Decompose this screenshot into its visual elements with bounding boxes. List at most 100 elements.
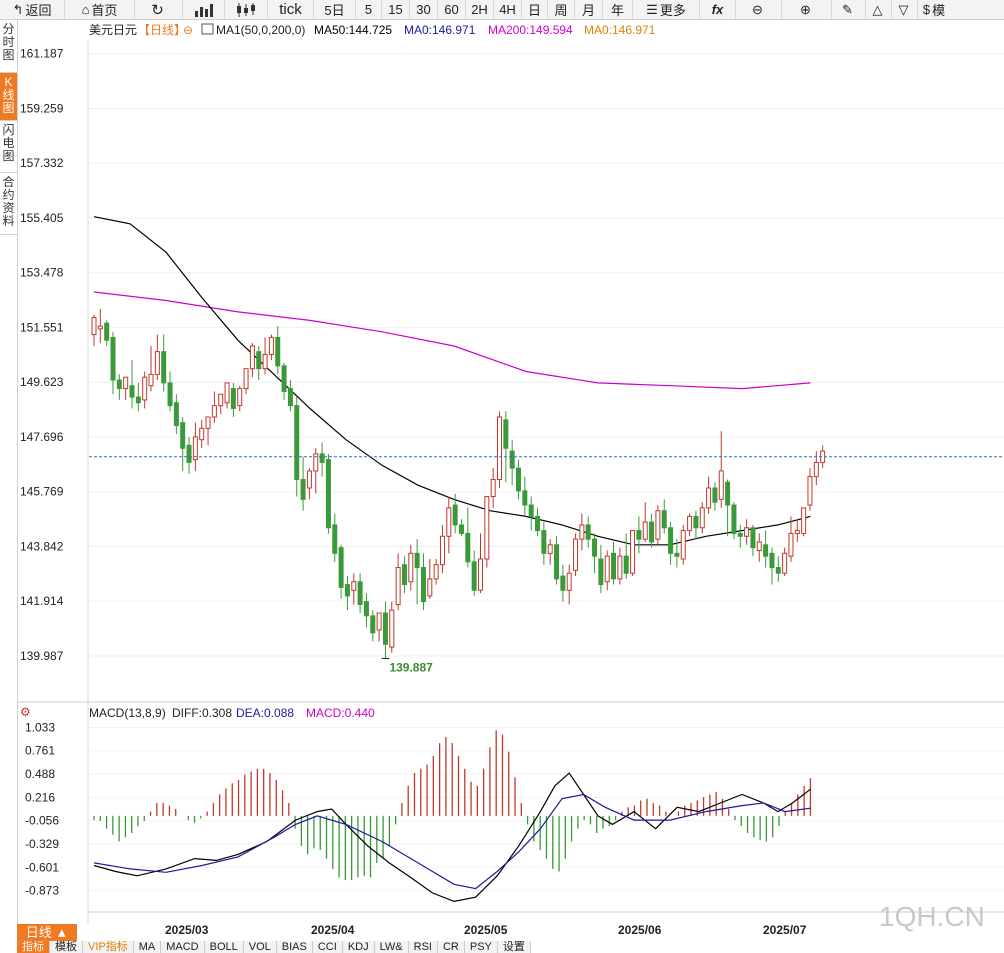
refresh-button[interactable]: ↻ — [135, 0, 183, 19]
tab-indicators[interactable]: 指标 — [17, 941, 50, 953]
period-4h[interactable]: 4H — [494, 0, 522, 19]
y-tick-label: 161.187 — [20, 47, 64, 61]
candle — [547, 539, 553, 565]
tab-boll[interactable]: BOLL — [204, 941, 244, 953]
sidebar-item-timeshare[interactable]: 分时图 — [0, 20, 17, 73]
tab-bias[interactable]: BIAS — [276, 941, 313, 953]
tick-button[interactable]: tick — [268, 0, 314, 19]
candle — [756, 533, 762, 562]
period-dropdown[interactable]: 日线 ▲ — [17, 924, 77, 941]
sidebar-item-flash[interactable]: 闪电图 — [0, 121, 17, 173]
candle — [205, 416, 211, 446]
sidebar-item-kline[interactable]: K线图 — [0, 73, 17, 121]
tab-template[interactable]: 模板 — [50, 941, 83, 953]
macd-histogram — [93, 730, 812, 881]
macd-tick-label: -0.329 — [25, 837, 59, 851]
period-60[interactable]: 60 — [438, 0, 466, 19]
series-path — [93, 793, 811, 890]
period-year[interactable]: 年 — [603, 0, 633, 19]
collapse-down-button[interactable]: ▽ — [892, 0, 918, 19]
period-5[interactable]: 5 — [356, 0, 382, 19]
back-arrow-icon: ↰ — [12, 1, 24, 17]
tab-macd[interactable]: MACD — [161, 941, 205, 953]
candle — [668, 522, 674, 565]
candle — [516, 459, 522, 500]
candle — [446, 496, 452, 554]
price-axis: 161.187 159.259 157.332 155.405 153.478 151.5… — [20, 47, 64, 663]
y-tick-label: 145.769 — [20, 485, 64, 499]
draw-button[interactable]: ✎ — [832, 0, 866, 19]
candle — [91, 314, 97, 346]
indicator-tabs: 指标 模板 VIP指标 MA MACD BOLL VOL BIAS CCI KD… — [17, 941, 1004, 953]
period-month[interactable]: 月 — [575, 0, 603, 19]
candle — [116, 374, 122, 400]
candle — [604, 550, 610, 591]
sidebar: 分时图 K线图 闪电图 合约资料 — [0, 20, 18, 953]
period-week[interactable]: 周 — [548, 0, 575, 19]
candle — [465, 507, 471, 568]
dollar-icon: $ — [922, 2, 931, 17]
macd-diff: DIFF:0.308 — [172, 706, 232, 720]
settings-icon[interactable]: ⊖ — [183, 23, 193, 37]
candle — [471, 550, 477, 596]
macd-tick-label: -0.056 — [25, 814, 59, 828]
ma200-value: MA200:149.594 — [488, 23, 573, 37]
candle — [357, 573, 363, 613]
indicator-icon[interactable] — [201, 23, 214, 35]
triangle-up-icon: △ — [872, 1, 883, 17]
candle — [782, 547, 788, 577]
candlestick-button[interactable] — [225, 0, 268, 19]
candle — [718, 431, 724, 508]
candle — [313, 448, 319, 494]
candle — [211, 391, 217, 423]
tab-lwr[interactable]: LW& — [374, 941, 409, 953]
candle — [275, 326, 281, 375]
collapse-up-button[interactable]: △ — [866, 0, 892, 19]
tab-cci[interactable]: CCI — [312, 941, 343, 953]
candle — [433, 559, 439, 585]
candle — [243, 368, 249, 395]
candle — [249, 343, 255, 378]
back-button[interactable]: ↰ 返回 — [0, 0, 65, 19]
candle — [699, 502, 705, 534]
tab-ma[interactable]: MA — [133, 941, 162, 953]
macd-settings-icon[interactable]: ⚙ — [20, 705, 31, 719]
more-button[interactable]: ☰ 更多 — [633, 0, 700, 19]
tab-cr[interactable]: CR — [437, 941, 465, 953]
model-button[interactable]: $ 模 — [922, 2, 946, 18]
bar-chart-button[interactable] — [183, 0, 225, 19]
period-5d[interactable]: 5日 — [314, 0, 356, 19]
candle — [351, 573, 357, 605]
candlestick-icon — [237, 2, 255, 17]
tab-kdj[interactable]: KDJ — [342, 941, 375, 953]
tab-vol[interactable]: VOL — [243, 941, 277, 953]
y-tick-label: 149.623 — [20, 375, 64, 389]
tab-rsi[interactable]: RSI — [408, 941, 438, 953]
period-label: 【日线】 — [138, 23, 186, 37]
candle — [731, 502, 737, 540]
candle — [661, 499, 667, 534]
tab-settings[interactable]: 设置 — [497, 941, 531, 953]
sidebar-item-contract[interactable]: 合约资料 — [0, 173, 17, 235]
home-button[interactable]: ⌂ 首页 — [65, 0, 135, 19]
candle — [319, 442, 325, 477]
time-axis: 2025/03 2025/04 2025/05 2025/06 2025/07 — [165, 923, 807, 937]
candle — [224, 382, 230, 409]
formula-button[interactable]: fx — [700, 0, 736, 19]
zoom-out-button[interactable]: ⊖ — [736, 0, 782, 19]
candle — [750, 524, 756, 557]
tab-psy[interactable]: PSY — [464, 941, 498, 953]
candle — [763, 530, 769, 568]
candle — [129, 360, 135, 409]
period-day[interactable]: 日 — [522, 0, 548, 19]
period-2h[interactable]: 2H — [466, 0, 494, 19]
period-15[interactable]: 15 — [382, 0, 410, 19]
pencil-icon: ✎ — [842, 1, 853, 17]
period-30[interactable]: 30 — [410, 0, 438, 19]
candle — [142, 371, 148, 409]
x-tick-label: 2025/03 — [165, 923, 209, 937]
candle — [484, 496, 490, 568]
zoom-in-button[interactable]: ⊕ — [782, 0, 832, 19]
tab-vip[interactable]: VIP指标 — [83, 941, 134, 953]
candle — [554, 536, 560, 585]
